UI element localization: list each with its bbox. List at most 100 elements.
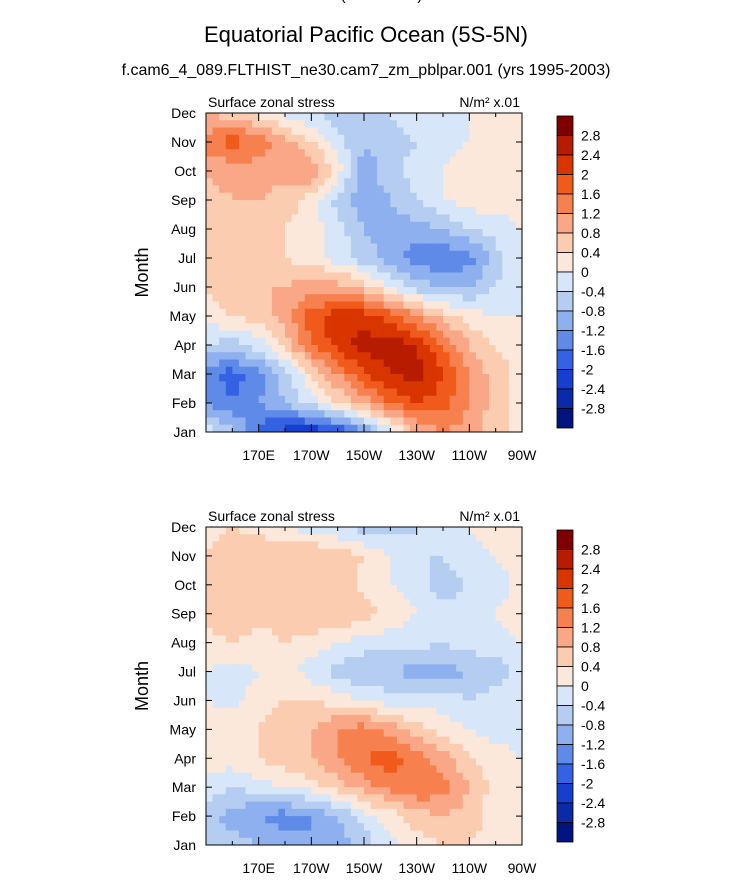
heatmap-cell [462,534,470,543]
heatmap-cell [377,410,385,419]
heatmap-cell [396,323,405,332]
heatmap-cell [449,765,457,774]
heatmap-cell [298,599,306,608]
heatmap-cell [515,366,522,375]
heatmap-cell [429,149,438,158]
heatmap-cell [469,613,477,622]
heatmap-cell [337,229,345,237]
heatmap-cell [515,584,522,593]
heatmap-cell [443,316,451,324]
heatmap-cell [502,395,510,404]
heatmap-cell [238,381,247,390]
heatmap-cell [271,577,280,586]
heatmap-cell [489,330,497,339]
heatmap-cell [456,417,464,426]
heatmap-cell [285,337,293,346]
colorbar: 2.82.421.61.20.80.40-0.4-0.8-1.2-1.6-2-2… [556,115,605,429]
heatmap-cell [515,772,522,781]
heatmap-cell [482,563,490,571]
heatmap-cell [443,417,451,426]
heatmap-cell [495,178,503,187]
heatmap-cell [429,395,438,404]
heatmap-cell [403,563,411,571]
heatmap-cell [258,258,266,266]
heatmap-cell [502,779,510,788]
heatmap-cell [206,729,214,738]
heatmap-cell [456,207,464,216]
heatmap-cell [423,221,431,230]
heatmap-cell [364,816,372,824]
heatmap-cell [298,330,306,339]
heatmap-cell [357,657,365,665]
heatmap-cell [311,635,319,644]
heatmap-cell [416,787,424,796]
heatmap-cell [298,801,306,810]
heatmap-cell [390,816,398,824]
heatmap-cell [238,577,247,586]
heatmap-cell [390,229,398,237]
heatmap-cell [265,185,273,194]
heatmap-cell [317,330,326,339]
heatmap-cell [475,250,484,259]
heatmap-cell [396,527,405,535]
heatmap-cell [238,563,247,571]
heatmap-cell [298,555,306,564]
heatmap-cell [495,714,503,723]
heatmap-cell [350,359,359,368]
heatmap-cell [265,707,273,716]
heatmap-cell [449,366,457,375]
heatmap-cell [219,156,227,165]
heatmap-cell [502,149,510,158]
heatmap-cell [436,142,444,150]
heatmap-cell [489,352,497,361]
heatmap-cell [429,613,438,622]
heatmap-cell [515,613,522,622]
heatmap-cell [403,345,411,353]
heatmap-cell [508,279,517,288]
heatmap-cell [317,345,326,353]
heatmap-cell [357,772,365,781]
heatmap-cell [482,642,490,651]
heatmap-cell [377,316,385,324]
heatmap-cell [416,301,424,310]
heatmap-cell [311,316,319,324]
heatmap-cell [377,808,385,817]
heatmap-cell [462,171,470,179]
heatmap-cell [265,308,273,317]
heatmap-cell [337,272,345,281]
heatmap-cell [396,229,405,237]
heatmap-cell [443,395,451,404]
x-tick-label: 150W [346,447,383,463]
heatmap-cell [370,250,378,259]
heatmap-cell [291,628,299,637]
heatmap-cell [489,592,497,600]
heatmap-cell [462,279,470,288]
heatmap-cell [331,823,339,832]
heatmap-cell [423,577,431,586]
heatmap-cell [456,272,464,281]
heatmap-cell [462,221,470,230]
heatmap-cell [271,642,280,651]
heatmap-cell [344,142,352,150]
heatmap-cell [495,221,503,230]
heatmap-cell [331,424,339,432]
heatmap-cell [482,207,490,216]
heatmap-cell [495,664,503,673]
heatmap-cell [396,134,405,143]
heatmap-cell [278,236,286,245]
heatmap-cell [364,801,372,810]
heatmap-cell [324,149,332,158]
heatmap-cell [489,779,497,788]
heatmap-cell [232,570,240,579]
heatmap-cell [311,816,319,824]
heatmap-cell [502,664,510,673]
heatmap-cell [410,642,418,651]
heatmap-cell [232,381,240,390]
heatmap-cell [475,236,484,245]
heatmap-cell [449,156,457,165]
heatmap-cell [436,294,444,303]
heatmap-cell [304,214,312,223]
heatmap-cell [364,678,372,687]
heatmap-cell [278,345,286,353]
heatmap-cell [443,577,451,586]
